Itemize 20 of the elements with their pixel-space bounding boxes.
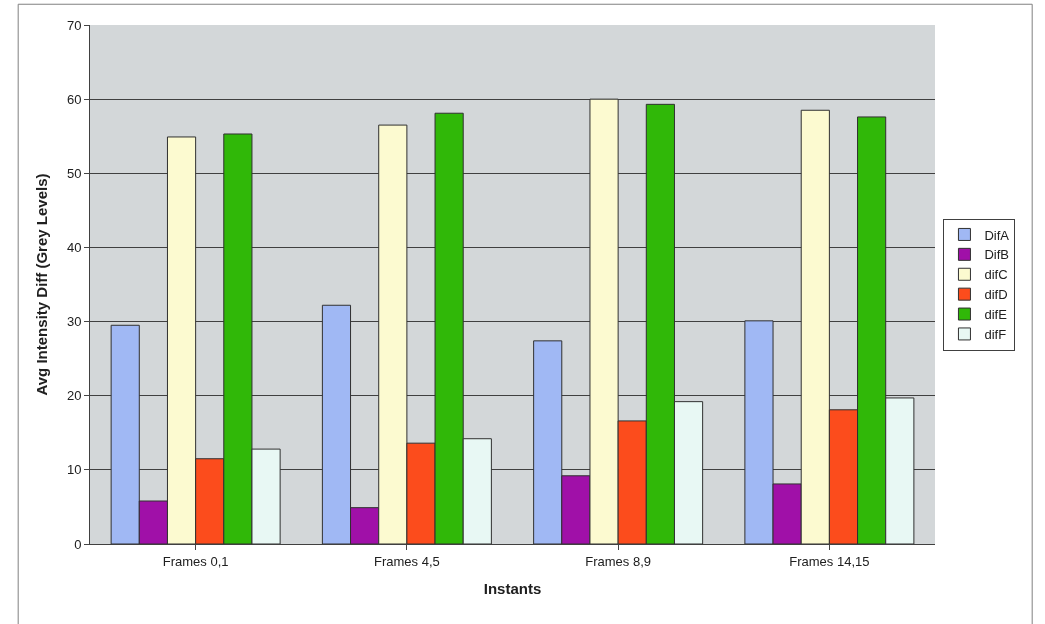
y-tick-label: 20 — [66, 388, 82, 404]
x-tick-label: Frames 14,15 — [789, 553, 870, 569]
y-tick-label: 60 — [66, 91, 82, 107]
legend-label: difE — [984, 307, 1008, 323]
y-axis-title: Avg Intensity Diff (Grey Levels) — [33, 173, 51, 396]
legend-label: DifA — [984, 227, 1010, 243]
x-tick-label: Frames 0,1 — [162, 553, 229, 569]
y-tick-label: 30 — [66, 314, 82, 330]
y-tick-label: 10 — [66, 462, 82, 478]
x-tick-label: Frames 4,5 — [374, 553, 440, 569]
y-tick-label: 0 — [74, 536, 82, 552]
y-tick-label: 40 — [66, 239, 82, 255]
legend-label: difD — [984, 287, 1008, 303]
legend-label: difC — [984, 267, 1008, 283]
y-tick-label: 70 — [66, 17, 82, 33]
legend-label: DifB — [984, 247, 1010, 263]
y-tick-label: 50 — [66, 165, 82, 181]
legend-label: difF — [984, 327, 1007, 343]
x-tick-label: Frames 8,9 — [585, 553, 652, 569]
x-axis-title: Instants — [483, 579, 542, 597]
